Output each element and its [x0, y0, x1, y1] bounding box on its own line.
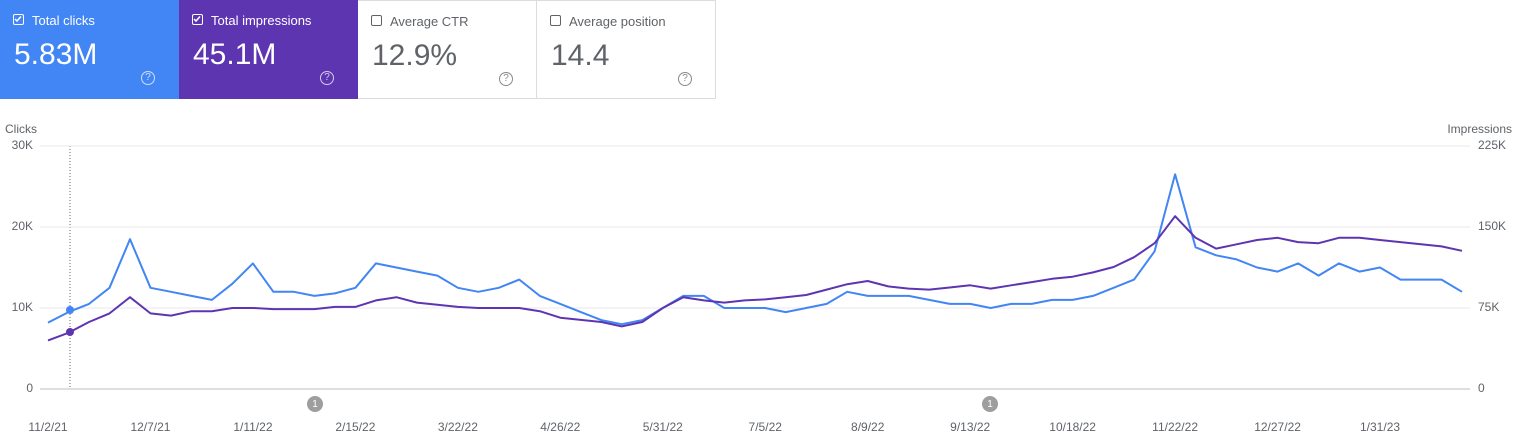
- metric-label: Total impressions: [211, 13, 312, 28]
- annotation-badge: [982, 396, 998, 412]
- hover-dot: [66, 306, 74, 314]
- x-tick-label: 10/18/22: [1049, 420, 1096, 434]
- series-line: [47, 173, 1463, 326]
- metric-value: 14.4: [551, 39, 610, 72]
- x-tick-label: 4/26/22: [540, 420, 580, 434]
- y2-tick-label: 225K: [1478, 138, 1506, 152]
- y-tick-label: 10K: [12, 300, 33, 314]
- x-tick-label: 11/22/22: [1152, 420, 1198, 434]
- x-tick-label: 1/11/22: [233, 420, 272, 434]
- checkbox[interactable]: [13, 14, 24, 25]
- x-tick-label: 5/31/22: [643, 420, 683, 434]
- checkbox[interactable]: [192, 14, 203, 25]
- metric-value: 5.83M: [14, 38, 98, 71]
- help-icon[interactable]: ?: [678, 72, 692, 86]
- annotation-label: 1: [987, 399, 993, 410]
- metric-label: Average position: [569, 14, 666, 29]
- help-icon[interactable]: ?: [499, 72, 513, 86]
- x-tick-label: 3/22/22: [438, 420, 478, 434]
- metric-value: 12.9%: [372, 39, 458, 72]
- y-tick-label: 30K: [12, 138, 33, 152]
- x-tick-label: 1/31/23: [1360, 420, 1400, 434]
- x-tick-label: 11/2/21: [28, 420, 67, 434]
- y2-tick-label: 75K: [1478, 300, 1499, 314]
- x-tick-label: 9/13/22: [950, 420, 990, 434]
- checkbox[interactable]: [550, 15, 561, 26]
- help-icon[interactable]: ?: [141, 71, 155, 85]
- annotation-label: 1: [312, 399, 318, 410]
- x-tick-label: 12/7/21: [130, 420, 170, 434]
- metric-card[interactable]: Total impressions 45.1M?: [179, 0, 358, 99]
- annotation-badge: [307, 396, 323, 412]
- metric-label: Total clicks: [32, 13, 95, 28]
- x-tick-label: 2/15/22: [335, 420, 375, 434]
- series-line: [47, 215, 1463, 342]
- checkbox[interactable]: [371, 15, 382, 26]
- hover-dot: [66, 328, 74, 336]
- help-icon[interactable]: ?: [320, 71, 334, 85]
- y2-tick-label: 150K: [1478, 219, 1506, 233]
- y-tick-label: 0: [26, 381, 33, 395]
- y-tick-label: 20K: [12, 219, 33, 233]
- metric-card[interactable]: Average CTR 12.9%?: [358, 0, 537, 99]
- y2-tick-label: 0: [1478, 381, 1485, 395]
- metric-cards: Total clicks 5.83M? Total impressions 45.1M…: [0, 0, 716, 99]
- x-tick-label: 8/9/22: [851, 420, 885, 434]
- metric-card[interactable]: Total clicks 5.83M?: [0, 0, 179, 99]
- y-axis-title: Clicks: [5, 122, 37, 136]
- y2-axis-title: Impressions: [1447, 122, 1512, 136]
- metric-value: 45.1M: [193, 38, 277, 71]
- metric-label: Average CTR: [390, 14, 469, 29]
- x-tick-label: 7/5/22: [749, 420, 783, 434]
- metric-card[interactable]: Average position 14.4?: [537, 0, 716, 99]
- x-tick-label: 12/27/22: [1254, 420, 1301, 434]
